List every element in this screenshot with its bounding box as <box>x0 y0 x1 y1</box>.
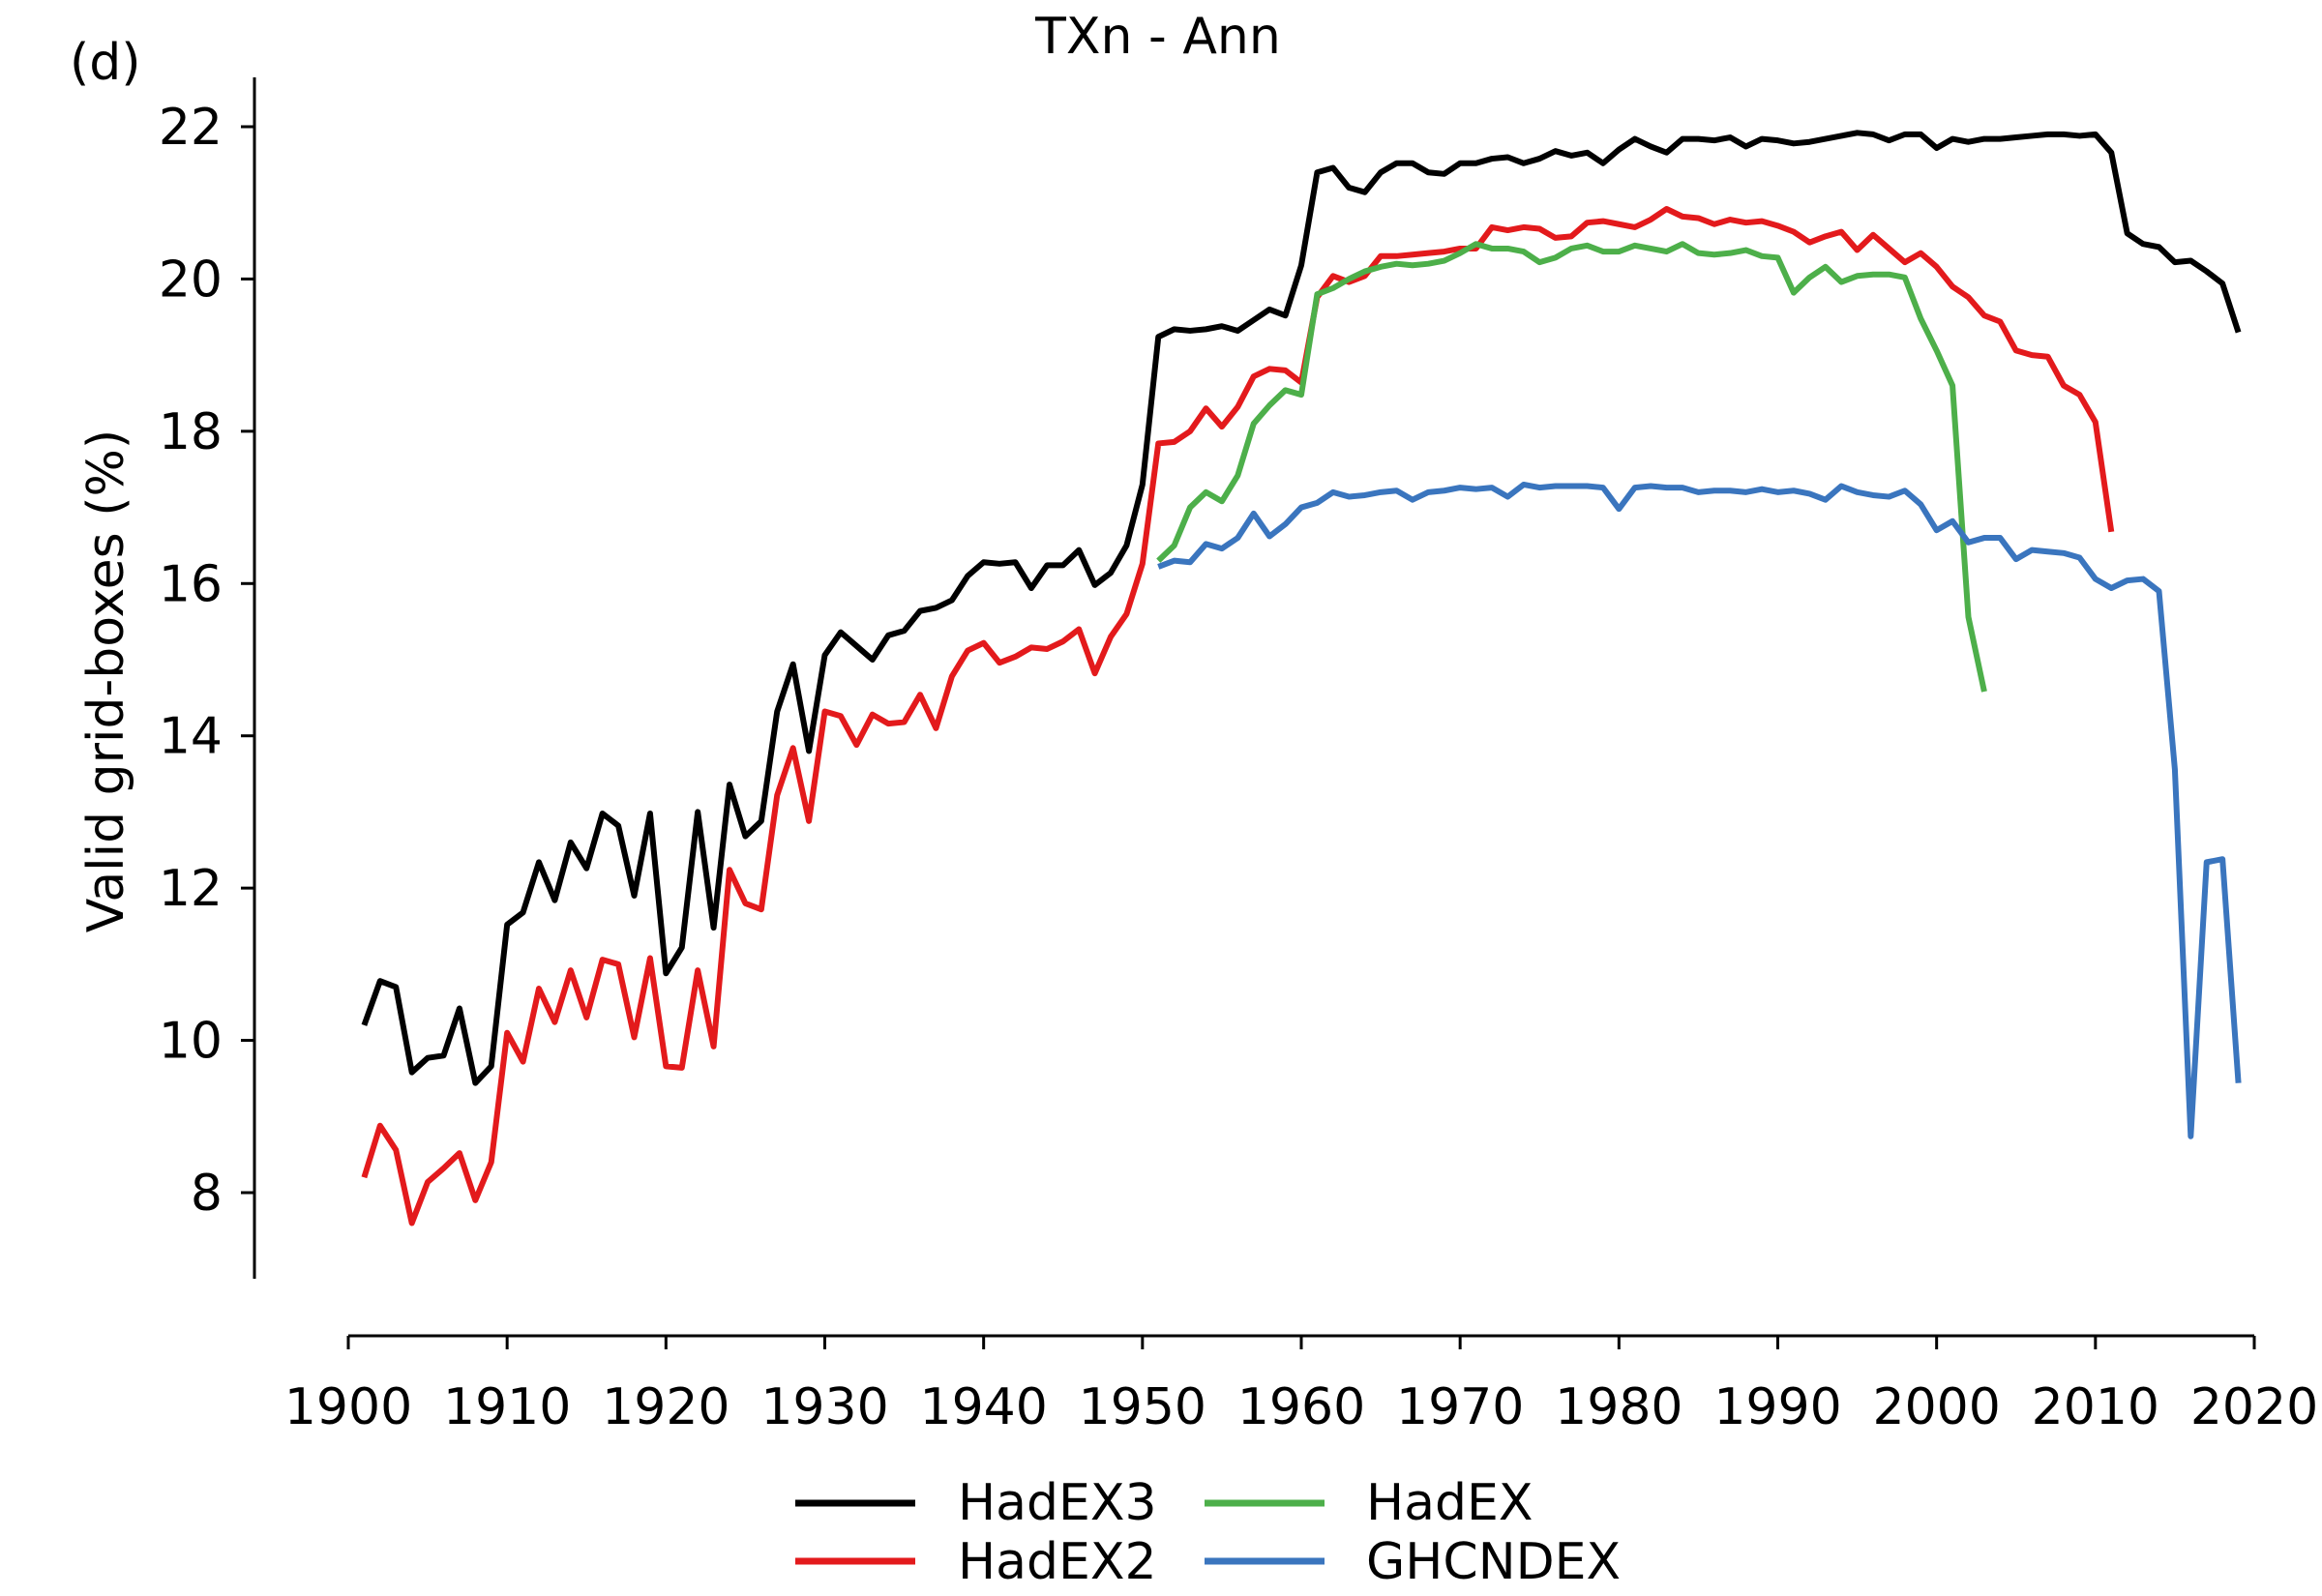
x-tick-label: 1970 <box>1396 1378 1524 1436</box>
y-tick-label: 18 <box>159 403 223 461</box>
y-tick-label: 20 <box>159 251 223 309</box>
series-line-hadex2 <box>361 206 2115 1227</box>
y-axis-ticks: 8 10 12 14 16 18 20 22 <box>159 99 254 1223</box>
x-axis-ticks: 1900 1910 1920 1930 1940 1950 1960 1970 1980 1990… <box>284 1336 2318 1436</box>
y-tick-label: 10 <box>159 1013 223 1071</box>
legend-label-hadex: HadEX <box>1366 1474 1533 1532</box>
x-tick-label: 1920 <box>602 1378 729 1436</box>
x-tick-label: 2000 <box>1872 1378 2000 1436</box>
legend-item-ghcndex: GHCNDEX <box>1205 1533 1621 1591</box>
chart-title: TXn - Ann <box>1034 8 1281 66</box>
x-tick-label: 1930 <box>760 1378 888 1436</box>
series-line-hadex3 <box>361 130 2242 1086</box>
y-tick-label: 22 <box>159 99 223 157</box>
series-line-ghcndex <box>1157 481 2242 1139</box>
series-line-hadex <box>1156 241 1987 693</box>
y-tick-label: 14 <box>159 708 223 766</box>
y-tick-label: 8 <box>191 1165 223 1223</box>
x-tick-label: 1900 <box>284 1378 412 1436</box>
y-tick-label: 12 <box>159 860 223 918</box>
x-tick-label: 1950 <box>1079 1378 1206 1436</box>
x-tick-label: 1940 <box>919 1378 1047 1436</box>
legend-item-hadex2: HadEX2 <box>795 1533 1157 1591</box>
panel-label: (d) <box>70 34 141 92</box>
y-tick-label: 16 <box>159 555 223 613</box>
legend-label-ghcndex: GHCNDEX <box>1366 1533 1621 1591</box>
x-tick-label: 2010 <box>2032 1378 2159 1436</box>
legend-item-hadex: HadEX <box>1205 1474 1533 1532</box>
x-tick-label: 1910 <box>443 1378 571 1436</box>
y-axis-label: Valid grid-boxes (%) <box>77 429 135 932</box>
series-layer <box>361 130 2242 1227</box>
x-tick-label: 1990 <box>1713 1378 1841 1436</box>
legend-label-hadex3: HadEX3 <box>958 1474 1157 1532</box>
legend: HadEX3 HadEX2 HadEX GHCNDEX <box>795 1474 1621 1591</box>
x-tick-label: 2020 <box>2190 1378 2318 1436</box>
x-tick-label: 1980 <box>1555 1378 1682 1436</box>
legend-label-hadex2: HadEX2 <box>958 1533 1157 1591</box>
x-tick-label: 1960 <box>1237 1378 1365 1436</box>
legend-item-hadex3: HadEX3 <box>795 1474 1157 1532</box>
